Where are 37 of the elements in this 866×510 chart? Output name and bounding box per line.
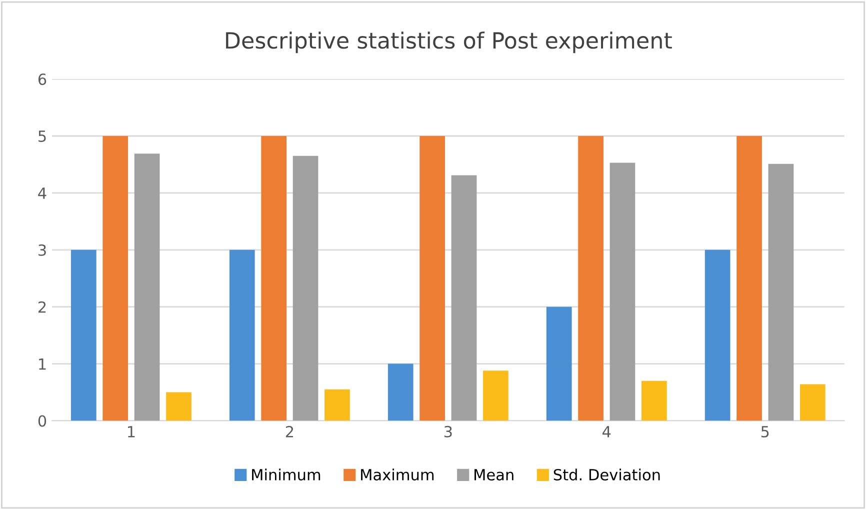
y-tick-label: 1 xyxy=(39,358,46,370)
legend-label: Mean xyxy=(474,469,514,480)
bar xyxy=(578,136,604,421)
bar xyxy=(704,250,730,421)
x-tick-label: 1 xyxy=(128,426,135,438)
x-tick-label: 5 xyxy=(761,426,769,438)
bar xyxy=(388,364,414,421)
bar xyxy=(261,136,287,421)
bar xyxy=(134,154,160,421)
y-tick-label: 6 xyxy=(38,74,46,86)
bar xyxy=(70,250,96,421)
bar xyxy=(451,175,477,421)
bar xyxy=(642,380,667,421)
legend-label: Maximum xyxy=(361,468,434,480)
y-tick-label: 2 xyxy=(38,301,46,313)
legend-label: Minimum xyxy=(252,468,320,480)
chart-title: Descriptive statistics of Post experiment xyxy=(226,32,672,54)
bar xyxy=(768,164,794,421)
x-tick-label: 3 xyxy=(444,426,452,438)
bar xyxy=(483,370,508,421)
x-tick-label: 2 xyxy=(286,426,294,438)
bar xyxy=(610,162,636,421)
x-tick-label: 4 xyxy=(602,426,611,438)
bar xyxy=(420,136,445,421)
bar xyxy=(292,156,318,421)
legend-label: Std. Deviation xyxy=(554,468,660,480)
bar xyxy=(324,389,350,421)
y-tick-label: 0 xyxy=(38,415,46,427)
bar xyxy=(229,250,255,421)
y-tick-label: 4 xyxy=(38,188,46,199)
bar xyxy=(546,306,572,421)
bar xyxy=(166,392,192,421)
y-tick-label: 3 xyxy=(38,244,46,256)
y-tick-label: 5 xyxy=(38,130,46,142)
bar xyxy=(800,384,826,421)
bar xyxy=(736,136,762,421)
bar xyxy=(102,136,128,421)
